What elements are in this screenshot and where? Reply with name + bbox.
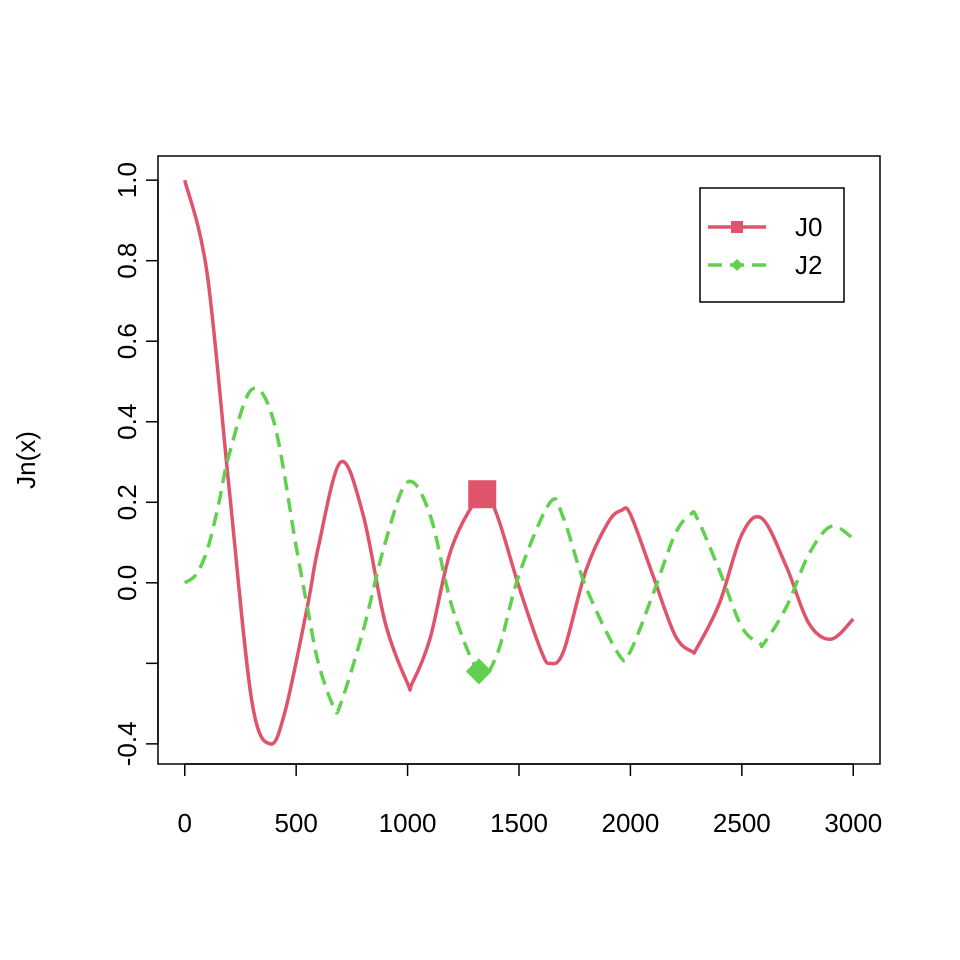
legend-label-j0: J0 [795,212,822,242]
x-tick-label: 1000 [379,808,437,838]
y-tick-label: 0.4 [112,404,142,440]
x-tick-label: 500 [274,808,317,838]
x-tick-label: 2000 [601,808,659,838]
series-layer [183,179,855,746]
x-tick-label: 0 [178,808,192,838]
j0-square-marker [468,480,497,509]
highlight-markers [465,480,497,685]
y-tick-label: 1.0 [112,162,142,198]
y-tick-label: 0.0 [112,565,142,601]
x-tick-label: 3000 [824,808,882,838]
y-tick-label: 0.6 [112,323,142,359]
legend-label-j2: J2 [795,250,822,280]
x-tick-label: 1500 [490,808,548,838]
y-tick-label: 0.8 [112,243,142,279]
legend-box [699,187,845,303]
x-axis: 0 500 1000 1500 2000 2500 3000 [178,763,882,838]
y-axis: -0.4 0.0 0.2 0.4 0.6 0.8 1.0 [112,162,159,766]
legend-marker-j0 [731,221,743,233]
y-tick-label: 0.2 [112,484,142,520]
series-line-j0 [183,179,855,746]
legend-marker-j2 [731,259,743,271]
y-axis-label: Jn(x) [11,431,41,489]
j2-diamond-marker [465,658,492,685]
y-tick-label: -0.4 [112,721,142,766]
x-tick-label: 2500 [713,808,771,838]
series-line-j2 [183,386,855,715]
